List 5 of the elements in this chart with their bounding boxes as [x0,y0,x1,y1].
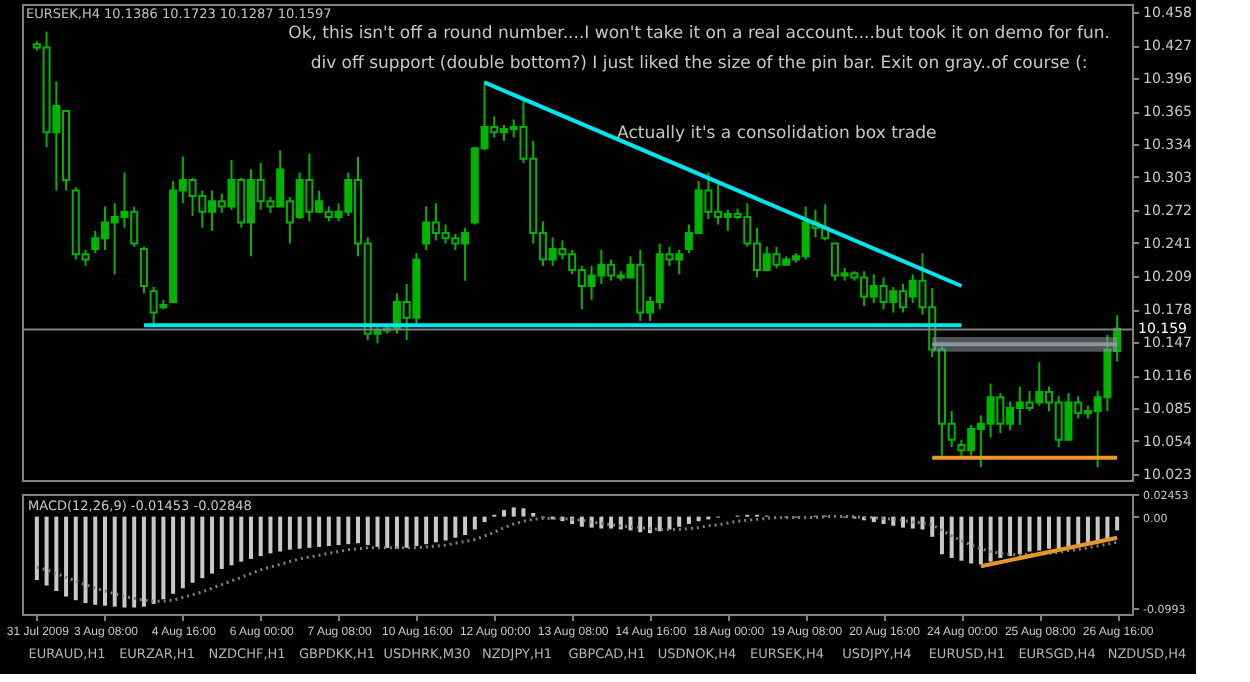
candlestick [139,245,148,295]
annotation: Ok, this isn't off a round number....I won't take it on a real account....but took it on demo for fun. [288,24,1110,44]
annotation: Actually it's a consolidation box trade [617,124,937,144]
line-series [35,515,1119,603]
annotation: div off support (double bottom?) I just liked the size of the pin bar. Exit on gray..of course (: [310,54,1088,74]
